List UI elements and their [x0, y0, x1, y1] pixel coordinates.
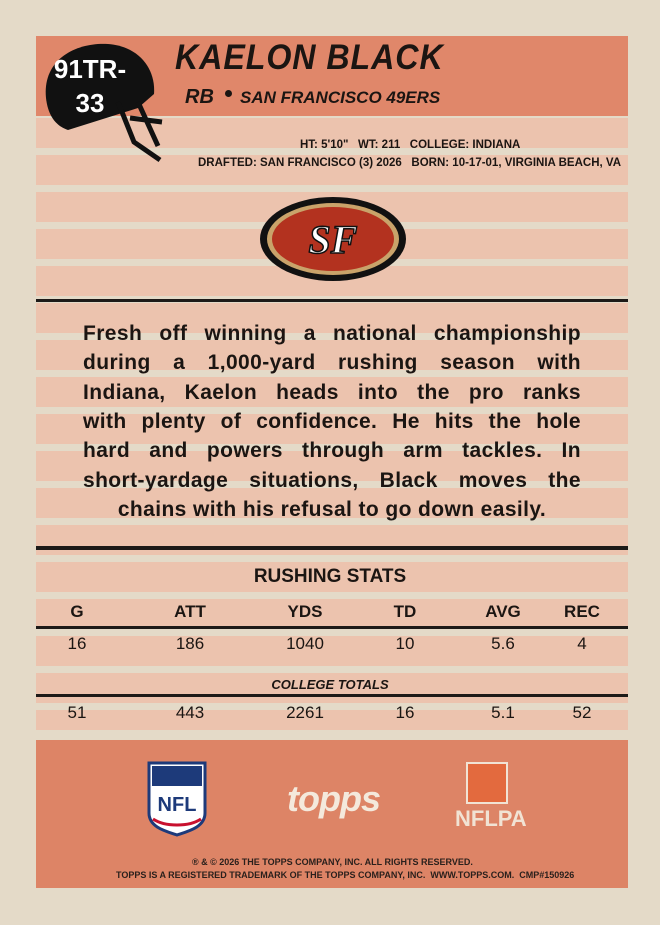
player-name: KAELON BLACK — [175, 38, 444, 77]
legal-line: ® & © 2026 THE TOPPS COMPANY, INC. ALL R… — [192, 857, 473, 867]
column-header: TD — [393, 602, 417, 621]
rule — [36, 299, 628, 302]
stat-value: 5.1 — [491, 703, 515, 722]
nflpa-icon — [466, 762, 508, 804]
rule — [36, 546, 628, 550]
nflpa-logo: NFLPA — [455, 806, 527, 831]
logo-text: SF — [309, 217, 358, 262]
dot — [225, 90, 232, 97]
stat-value: 186 — [175, 634, 205, 653]
position: RB — [185, 86, 214, 108]
stat-value: 4 — [577, 634, 587, 653]
footer-band — [36, 740, 628, 888]
stat-value: 16 — [67, 634, 87, 653]
stat-value: 443 — [175, 703, 205, 722]
stat-value: 52 — [572, 703, 592, 722]
blurb-line: during a 1,000-yard rushing season with — [83, 351, 581, 375]
stat-value: 5.6 — [491, 634, 515, 653]
logo-text: NFL — [158, 794, 197, 816]
team: SAN FRANCISCO 49ERS — [240, 88, 441, 107]
blurb-line: chains with his refusal to go down easil… — [117, 497, 547, 521]
stat-value: 2261 — [286, 703, 324, 722]
blurb-line: short-yardage situations, Black moves th… — [83, 468, 581, 492]
bio-line: HT: 5'10" WT: 211 COLLEGE: INDIANA — [300, 139, 521, 151]
rule — [36, 694, 628, 697]
blurb-line: hard and powers through arm tackles. In — [83, 439, 581, 463]
legal-line: TOPPS IS A REGISTERED TRADEMARK OF THE T… — [116, 870, 575, 880]
bio-line: DRAFTED: SAN FRANCISCO (3) 2026 BORN: 10… — [198, 157, 622, 169]
column-header: ATT — [174, 602, 206, 621]
card-number: 33 — [76, 88, 105, 118]
column-header: AVG — [485, 602, 521, 621]
column-header: YDS — [287, 602, 323, 621]
blurb-line: Fresh off winning a national championshi… — [83, 322, 581, 345]
nfl-logo: NFL — [147, 761, 207, 837]
blurb-line: with plenty of confidence. He hits the h… — [83, 409, 581, 433]
stat-value: 1040 — [286, 634, 324, 653]
stat-value: 51 — [67, 703, 87, 722]
card-number: 91TR- — [54, 54, 126, 84]
blurb-line: Indiana, Kaelon heads into the pro ranks — [83, 380, 581, 404]
helmet: 91TR- 33 — [45, 43, 163, 163]
stats-title: RUSHING STATS — [253, 566, 407, 587]
stat-value: 10 — [395, 634, 415, 653]
column-header: REC — [564, 602, 600, 621]
rule — [36, 626, 628, 629]
column-header: G — [70, 602, 84, 621]
stat-value: 16 — [395, 703, 415, 722]
topps-logo: topps — [287, 778, 381, 819]
stats-subtitle: COLLEGE TOTALS — [271, 677, 389, 692]
team-logo: SF — [260, 197, 406, 281]
